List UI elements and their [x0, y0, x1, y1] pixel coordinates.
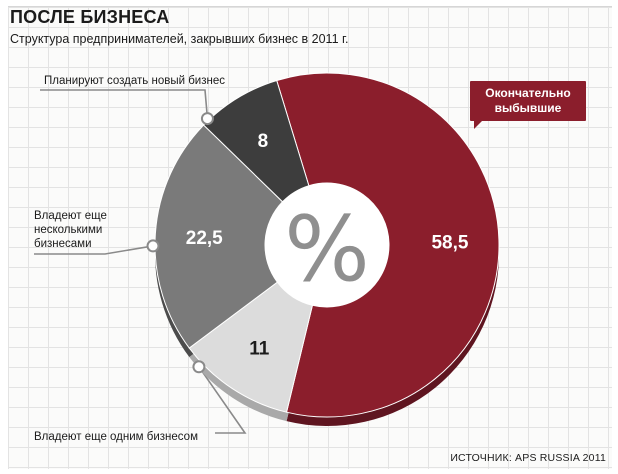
callout-several-businesses: Владеют еще несколькими бизнесами: [34, 210, 107, 250]
slice-plan-new-value: 8: [258, 131, 269, 152]
leader-several: [34, 245, 154, 255]
callout-dots: [146, 112, 214, 374]
callout-one-business: Владеют еще одним бизнесом: [34, 431, 198, 443]
callout-plan-new-business: Планируют создать новый бизнес: [44, 75, 225, 87]
slice-final-exit-value: 58,5: [431, 232, 468, 253]
leader-plan-dot: [200, 112, 214, 126]
leader-one: [198, 366, 247, 434]
leader-plan: [40, 89, 209, 119]
chart-subtitle: Структура предпринимателей, закрывших би…: [10, 32, 349, 46]
leader-several-dot: [146, 239, 160, 253]
callout-final-exit-badge: Окончательно выбывшие: [470, 81, 586, 129]
source-note: ИСТОЧНИК: APS RUSSIA 2011: [450, 452, 606, 464]
center-percent-sign: %: [284, 197, 370, 302]
slice-one-business-value: 11: [249, 339, 270, 360]
callout-leaders: [34, 89, 247, 434]
leader-one-dot: [192, 360, 206, 374]
donut-hole: [265, 183, 389, 307]
donut-slices: [154, 72, 500, 418]
chart-title: ПОСЛЕ БИЗНЕСА: [10, 7, 170, 27]
slice-value-labels: 58,5 11 22,5 8: [186, 131, 469, 360]
slice-several-businesses-value: 22,5: [186, 228, 223, 249]
